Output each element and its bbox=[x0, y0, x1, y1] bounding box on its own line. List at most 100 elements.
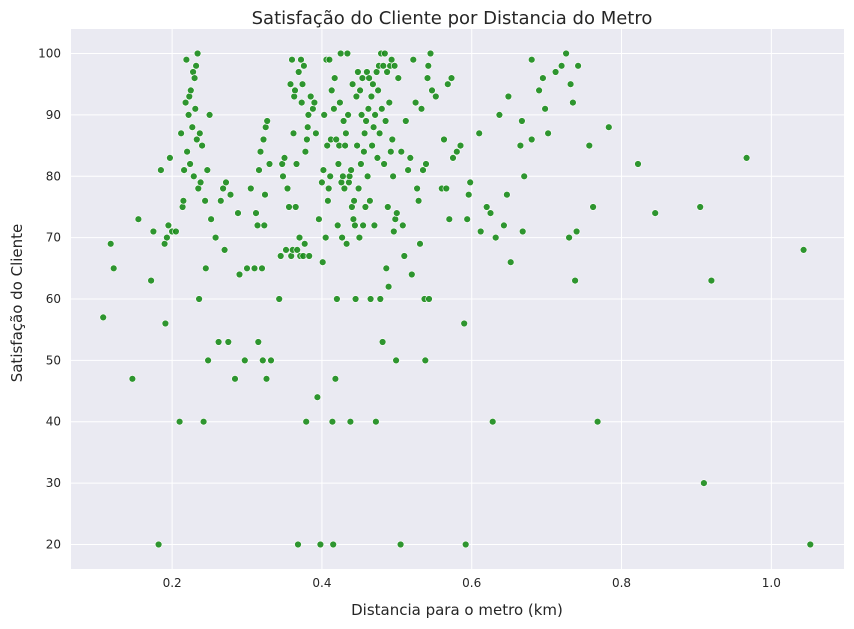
data-point bbox=[394, 74, 402, 82]
data-point bbox=[301, 240, 309, 248]
data-point bbox=[260, 221, 268, 230]
data-point bbox=[360, 148, 368, 156]
data-point bbox=[373, 154, 382, 162]
data-point bbox=[409, 55, 417, 64]
data-point bbox=[201, 197, 209, 205]
data-point bbox=[292, 203, 300, 211]
data-point bbox=[222, 178, 230, 187]
data-point bbox=[312, 129, 320, 138]
data-point bbox=[172, 227, 180, 236]
data-point bbox=[109, 264, 118, 272]
data-point bbox=[462, 540, 470, 549]
data-point bbox=[190, 172, 198, 181]
data-point bbox=[387, 55, 396, 64]
data-point bbox=[334, 160, 343, 168]
data-point bbox=[332, 135, 340, 144]
data-point bbox=[359, 221, 367, 230]
data-point bbox=[421, 356, 429, 365]
data-point bbox=[194, 184, 203, 193]
data-point bbox=[634, 160, 642, 168]
data-point bbox=[378, 105, 386, 113]
data-point bbox=[211, 233, 220, 242]
data-point bbox=[255, 166, 263, 174]
data-point bbox=[261, 191, 269, 199]
data-point bbox=[507, 258, 515, 266]
data-point bbox=[297, 55, 305, 64]
data-point bbox=[413, 184, 421, 193]
data-point bbox=[203, 166, 212, 174]
data-point bbox=[527, 135, 536, 144]
data-point bbox=[425, 295, 433, 303]
data-point bbox=[259, 356, 267, 365]
data-point bbox=[241, 356, 249, 365]
data-point bbox=[651, 209, 659, 217]
data-point bbox=[340, 184, 349, 193]
data-point bbox=[275, 295, 283, 303]
data-point bbox=[387, 148, 395, 156]
data-point bbox=[346, 418, 355, 426]
data-point bbox=[175, 418, 184, 426]
data-point bbox=[585, 141, 593, 150]
data-point bbox=[106, 240, 115, 248]
data-point bbox=[338, 233, 346, 242]
data-point bbox=[329, 540, 337, 549]
data-point bbox=[217, 197, 225, 205]
data-point bbox=[390, 227, 398, 236]
data-point bbox=[344, 111, 352, 119]
data-point bbox=[411, 98, 420, 107]
data-point bbox=[330, 105, 338, 113]
x-tick-label: 0.4 bbox=[312, 576, 331, 590]
data-point bbox=[357, 160, 365, 168]
data-point bbox=[196, 178, 205, 187]
data-point bbox=[298, 80, 307, 88]
data-point bbox=[315, 215, 323, 223]
data-point bbox=[304, 111, 313, 119]
data-point bbox=[195, 295, 203, 303]
data-point bbox=[402, 117, 410, 125]
data-point bbox=[263, 117, 271, 125]
data-point bbox=[527, 55, 536, 64]
data-point bbox=[295, 233, 304, 242]
data-point bbox=[374, 86, 382, 95]
data-point bbox=[322, 233, 330, 242]
data-point bbox=[380, 160, 388, 168]
data-point bbox=[337, 49, 345, 58]
data-point bbox=[348, 203, 356, 211]
data-point bbox=[406, 154, 414, 162]
data-point bbox=[193, 49, 202, 58]
data-point bbox=[207, 215, 215, 223]
data-point bbox=[287, 252, 295, 260]
y-tick-label: 100 bbox=[38, 47, 61, 61]
data-point bbox=[483, 203, 491, 211]
data-point bbox=[369, 123, 378, 131]
grid-lines bbox=[71, 29, 844, 569]
data-point bbox=[339, 117, 348, 125]
data-point bbox=[700, 479, 708, 487]
data-point bbox=[571, 276, 579, 285]
data-point bbox=[277, 252, 285, 260]
data-point bbox=[219, 184, 227, 193]
data-point bbox=[350, 197, 358, 205]
data-point bbox=[164, 221, 173, 230]
data-point bbox=[361, 203, 370, 211]
data-point bbox=[262, 375, 271, 383]
data-point bbox=[226, 191, 235, 199]
data-point bbox=[279, 172, 287, 181]
data-point bbox=[363, 172, 372, 181]
data-point bbox=[267, 356, 275, 365]
data-point bbox=[256, 148, 265, 156]
data-point bbox=[475, 129, 483, 138]
data-point bbox=[283, 184, 292, 193]
data-point bbox=[231, 375, 239, 383]
data-point bbox=[323, 141, 331, 150]
data-point bbox=[214, 338, 223, 346]
data-point bbox=[307, 92, 315, 101]
data-point bbox=[193, 135, 201, 144]
data-point bbox=[565, 233, 573, 242]
data-point bbox=[342, 240, 351, 248]
data-point bbox=[384, 203, 392, 211]
data-point bbox=[422, 160, 430, 168]
data-point bbox=[352, 92, 361, 101]
data-point bbox=[806, 540, 814, 549]
data-point bbox=[360, 129, 369, 138]
